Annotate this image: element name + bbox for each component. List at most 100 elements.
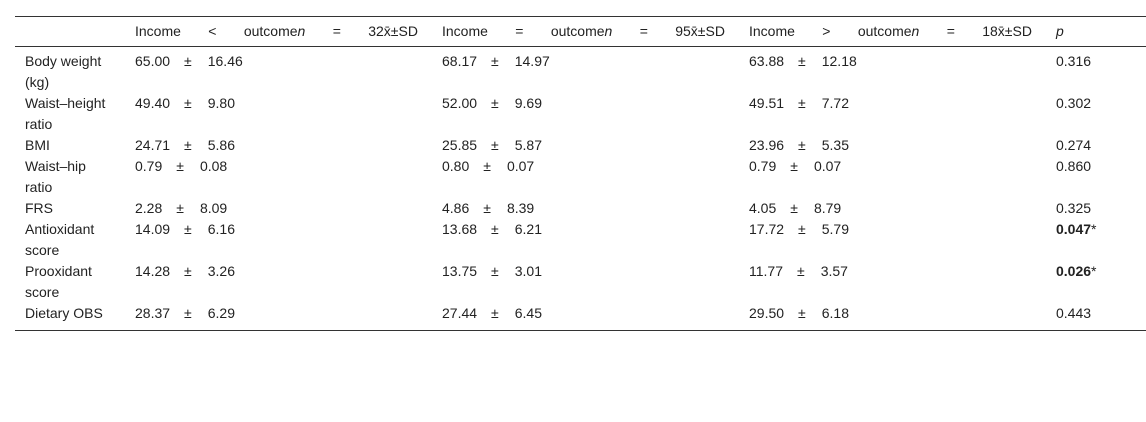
plus-minus: ± (483, 158, 491, 174)
value-cell: 14.28 ±3.26 (135, 261, 442, 303)
sd: 12.18 (821, 53, 857, 69)
sd: 0.07 (506, 158, 535, 174)
row-label-cell: Antioxidant score (15, 219, 135, 261)
mean: 17.72 (749, 221, 785, 237)
table-row: Waist–height ratio 49.40 ±9.80 52.00 ±9.69 49… (15, 93, 1146, 135)
header-part: outcomen (858, 21, 920, 42)
row-label: Dietary OBS (25, 305, 103, 321)
header-part: = (946, 23, 955, 39)
sd: 9.80 (207, 95, 235, 111)
header-part: n (604, 23, 613, 39)
sd: 0.07 (813, 158, 842, 174)
table-body: Body weight (kg) 65.00 ±16.46 68.17 ±14.97 63… (15, 47, 1146, 331)
sd: 6.29 (207, 305, 235, 321)
header-part: Income (135, 23, 181, 39)
mean: 4.05 (749, 200, 777, 216)
mean: 49.51 (749, 95, 785, 111)
header-part: 32x̄±SD (368, 23, 418, 39)
value-cell: 28.37 ±6.29 (135, 303, 442, 331)
row-label: Antioxidant score (25, 221, 95, 258)
mean: 52.00 (442, 95, 478, 111)
mean: 13.75 (442, 263, 478, 279)
row-label: Waist–hip ratio (25, 158, 86, 195)
header-part: > (822, 23, 831, 39)
mean: 65.00 (135, 53, 171, 69)
mean: 0.79 (135, 158, 163, 174)
plus-minus: ± (798, 305, 806, 321)
value-cell: 0.79 ±0.08 (135, 156, 442, 198)
value-cell: 49.51 ±7.72 (749, 93, 1056, 135)
table-row: Dietary OBS 28.37 ±6.29 27.44 ±6.45 29.50 ±6.1… (15, 303, 1146, 331)
p-cell: 0.443 (1056, 303, 1146, 331)
p-value: 0.047 (1056, 221, 1092, 237)
plus-minus: ± (790, 200, 798, 216)
table-row: BMI 24.71 ±5.86 25.85 ±5.87 23.96 ±5.35 0.274 (15, 135, 1146, 156)
value-cell: 65.00 ±16.46 (135, 47, 442, 94)
mean: 27.44 (442, 305, 478, 321)
sd: 6.21 (514, 221, 542, 237)
value-cell: 27.44 ±6.45 (442, 303, 749, 331)
header-text: Income = outcomen = 95x̄±SD (442, 21, 725, 42)
plus-minus: ± (176, 158, 184, 174)
p-cell: 0.325 (1056, 198, 1146, 219)
plus-minus: ± (491, 221, 499, 237)
p-value: 0.443 (1056, 305, 1092, 321)
value-cell: 68.17 ±14.97 (442, 47, 749, 94)
plus-minus: ± (797, 263, 805, 279)
sd: 9.69 (514, 95, 542, 111)
header-p: p (1056, 23, 1064, 39)
mean: 14.28 (135, 263, 171, 279)
header-part: outcome (243, 23, 298, 39)
value-cell: 14.09 ±6.16 (135, 219, 442, 261)
value-cell: 0.80 ±0.07 (442, 156, 749, 198)
value-cell: 4.05 ±8.79 (749, 198, 1056, 219)
value-cell: 11.77 ±3.57 (749, 261, 1056, 303)
plus-minus: ± (491, 95, 499, 111)
row-label: Body weight (kg) (25, 53, 102, 90)
value-cell: 17.72 ±5.79 (749, 219, 1056, 261)
p-value: 0.316 (1056, 53, 1092, 69)
mean: 63.88 (749, 53, 785, 69)
sd: 6.45 (514, 305, 542, 321)
plus-minus: ± (184, 263, 192, 279)
row-label-cell: Dietary OBS (15, 303, 135, 331)
row-label-cell: Waist–height ratio (15, 93, 135, 135)
value-cell: 49.40 ±9.80 (135, 93, 442, 135)
mean: 68.17 (442, 53, 478, 69)
sd: 5.87 (514, 137, 542, 153)
value-cell: 23.96 ±5.35 (749, 135, 1056, 156)
sd: 8.09 (199, 200, 228, 216)
sd: 5.79 (821, 221, 849, 237)
sd: 7.72 (821, 95, 849, 111)
p-value: 0.274 (1056, 137, 1092, 153)
p-cell: 0.860 (1056, 156, 1146, 198)
data-table: Income < outcomen = 32x̄±SD Income = outcomen = 9… (15, 16, 1146, 331)
table-row: Body weight (kg) 65.00 ±16.46 68.17 ±14.97 63… (15, 47, 1146, 94)
p-value: 0.325 (1056, 200, 1092, 216)
header-cell (15, 17, 135, 47)
mean: 4.86 (442, 200, 470, 216)
table-row: Antioxidant score 14.09 ±6.16 13.68 ±6.21 17.… (15, 219, 1146, 261)
significance-mark: * (1091, 263, 1097, 279)
sd: 5.86 (207, 137, 235, 153)
mean: 49.40 (135, 95, 171, 111)
mean: 2.28 (135, 200, 163, 216)
sd: 0.08 (199, 158, 228, 174)
header-part: outcome (857, 23, 912, 39)
p-cell: 0.026* (1056, 261, 1146, 303)
value-cell: 13.75 ±3.01 (442, 261, 749, 303)
header-cell: Income = outcomen = 95x̄±SD (442, 17, 749, 47)
header-part: Income (442, 23, 488, 39)
value-cell: 29.50 ±6.18 (749, 303, 1056, 331)
mean: 24.71 (135, 137, 171, 153)
plus-minus: ± (184, 305, 192, 321)
plus-minus: ± (491, 305, 499, 321)
sd: 8.79 (813, 200, 842, 216)
header-cell: Income < outcomen = 32x̄±SD (135, 17, 442, 47)
header-cell: Income > outcomen = 18x̄±SD (749, 17, 1056, 47)
sd: 3.01 (514, 263, 542, 279)
plus-minus: ± (798, 53, 806, 69)
header-text: Income > outcomen = 18x̄±SD (749, 21, 1032, 42)
sd: 6.16 (207, 221, 235, 237)
mean: 25.85 (442, 137, 478, 153)
